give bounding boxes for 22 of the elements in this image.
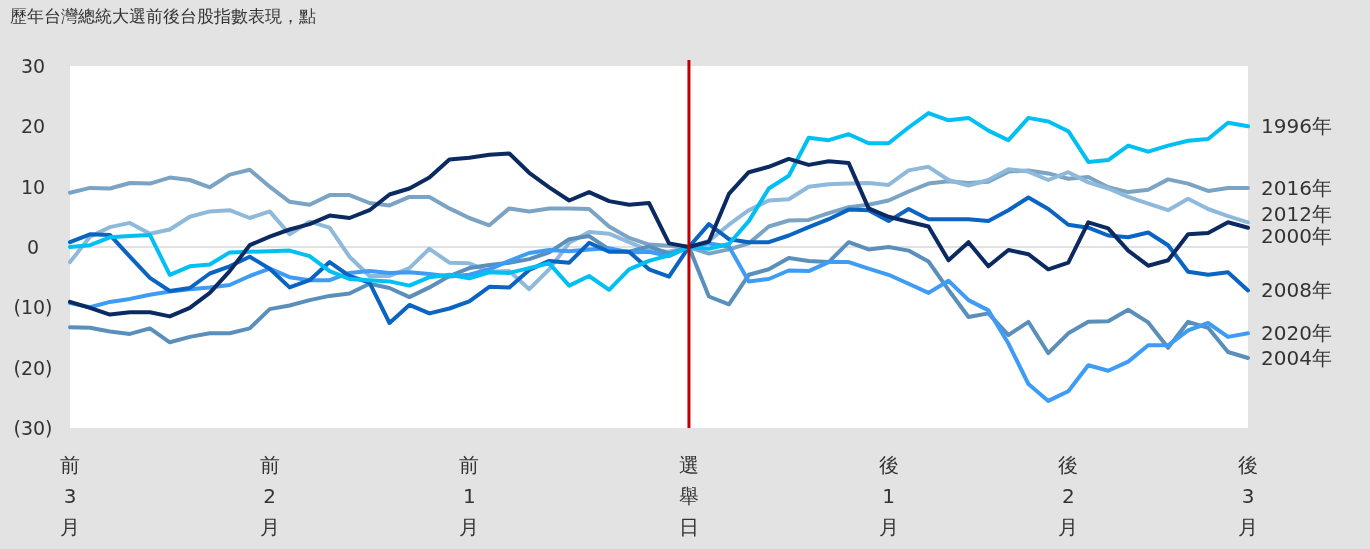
series-label: 2004年 [1261,346,1332,371]
series-label: 2012年 [1261,201,1332,226]
series-label: 2020年 [1261,321,1332,346]
y-tick-label: 0 [26,236,40,258]
x-tick-label: 後2月 [1058,453,1079,539]
x-tick-label: 選舉日 [678,453,699,539]
y-tick-label: 20 [20,115,46,138]
series-label: 2000年 [1261,223,1332,248]
y-tick-label: 30 [20,55,46,77]
y-tick-label: (30) [13,417,53,439]
chart-title: 歷年台灣總統大選前後台股指數表現，點 [10,6,316,26]
series-label: 2016年 [1261,175,1332,200]
y-tick-label: (20) [13,356,53,379]
series-label: 1996年 [1261,114,1332,139]
series-label: 2008年 [1261,278,1332,303]
x-tick-label: 後3月 [1238,453,1258,539]
y-tick-label: 10 [20,175,46,198]
x-tick-label: 前2月 [259,453,280,539]
x-tick-label: 前1月 [459,453,480,539]
x-tick-label: 後1月 [878,453,899,539]
y-tick-label: (10) [13,296,53,319]
x-tick-label: 前3月 [60,453,80,539]
